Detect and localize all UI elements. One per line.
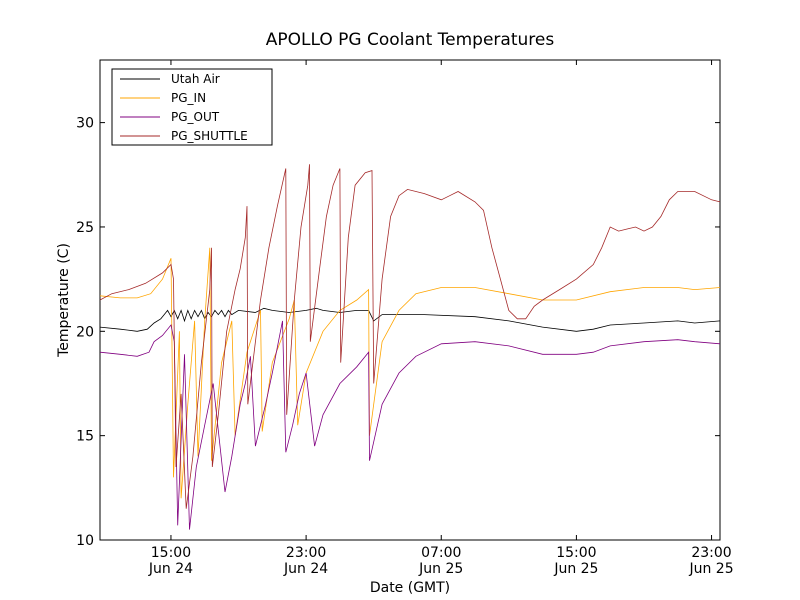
series-line-pg-shuttle <box>99 164 721 509</box>
legend-label: PG_OUT <box>171 110 220 124</box>
x-tick-date: Jun 25 <box>688 561 733 577</box>
legend-label: Utah Air <box>171 72 220 86</box>
y-tick-label: 15 <box>76 429 94 445</box>
series-line-pg-in <box>99 247 721 499</box>
x-tick-date: Jun 24 <box>148 561 193 577</box>
y-tick-label: 25 <box>76 220 94 236</box>
legend-box <box>111 68 273 146</box>
y-tick-label: 10 <box>76 533 94 549</box>
legend: Utah Air PG_IN PG_OUT PG_SHUTTLE <box>111 68 273 146</box>
legend-label: PG_SHUTTLE <box>171 129 248 143</box>
chart-title: APOLLO PG Coolant Temperatures <box>266 30 555 50</box>
x-tick-time: 23:00 <box>691 545 731 561</box>
x-tick-date: Jun 25 <box>418 561 463 577</box>
series-layer <box>99 164 721 530</box>
x-tick-time: 15:00 <box>151 545 191 561</box>
y-tick-label: 20 <box>76 324 94 340</box>
y-axis-label: Temperature (C) <box>56 243 72 358</box>
y-tick-label: 30 <box>76 116 94 132</box>
legend-label: PG_IN <box>171 91 206 105</box>
x-axis-label: Date (GMT) <box>370 580 450 596</box>
y-axis-ticks: 10 15 20 25 30 <box>76 116 720 549</box>
x-tick-time: 07:00 <box>421 545 461 561</box>
x-tick-date: Jun 24 <box>283 561 328 577</box>
x-tick-date: Jun 25 <box>553 561 598 577</box>
x-tick-time: 23:00 <box>286 545 326 561</box>
x-tick-time: 15:00 <box>556 545 596 561</box>
